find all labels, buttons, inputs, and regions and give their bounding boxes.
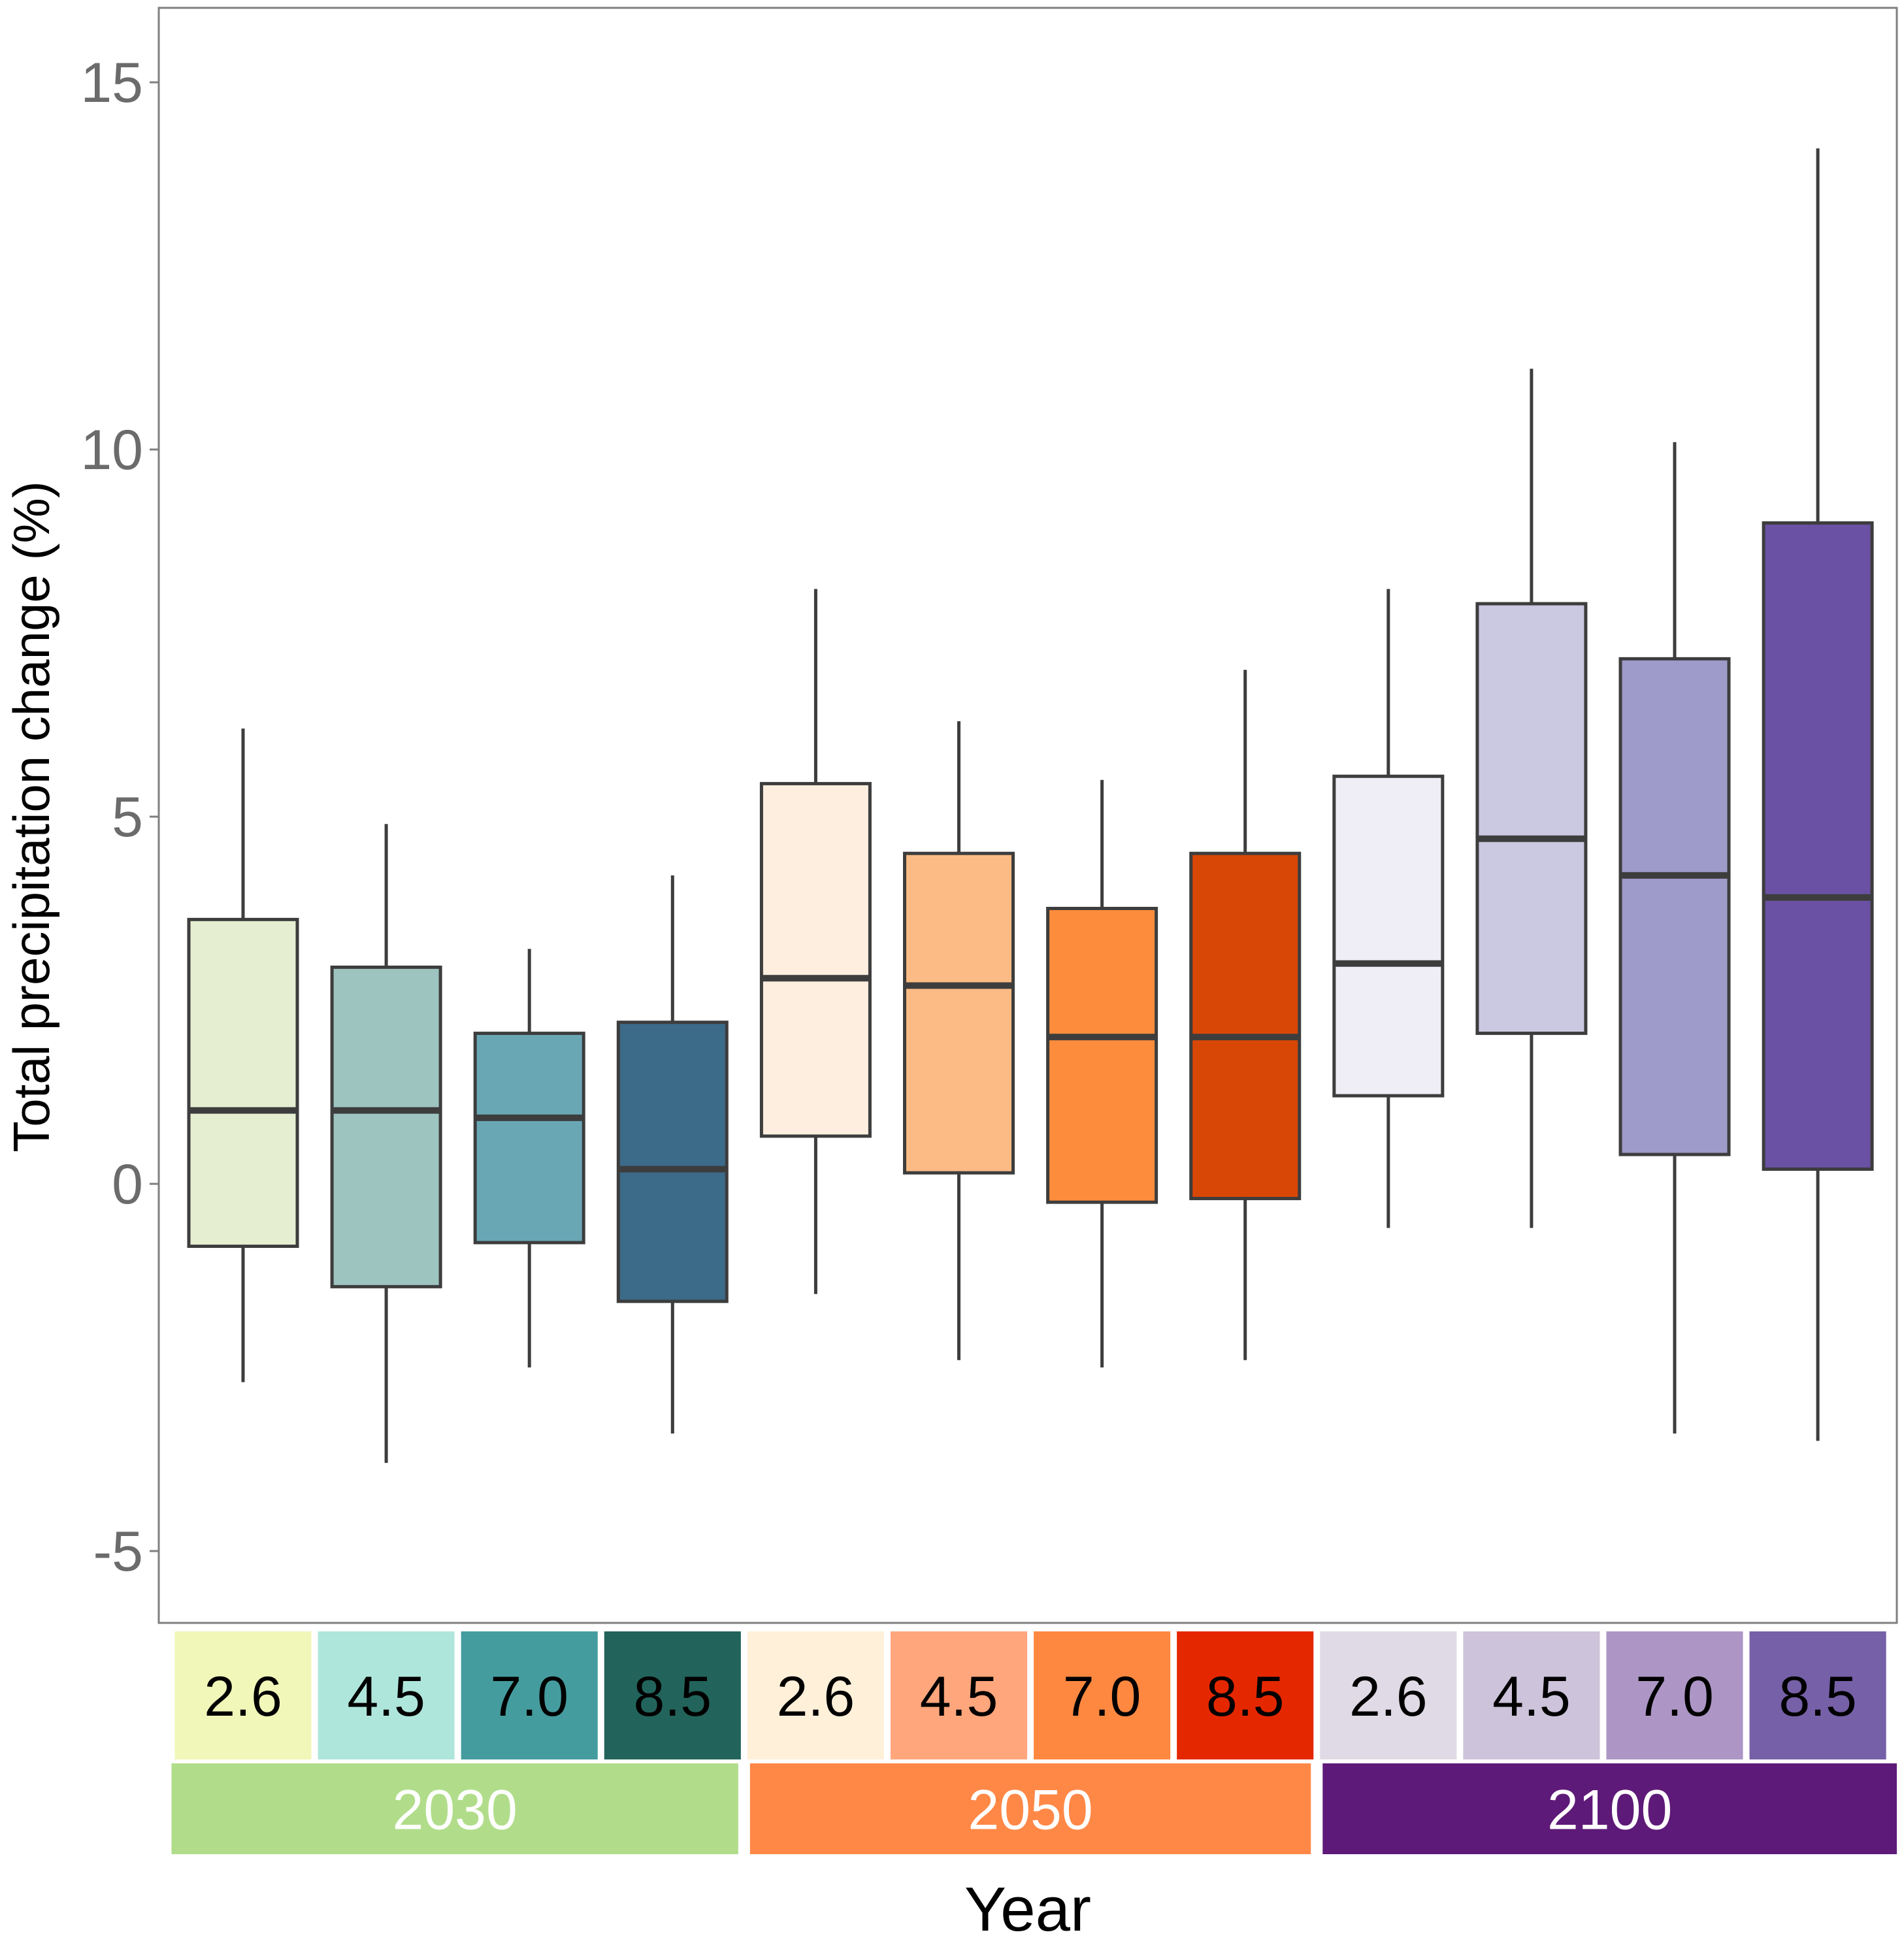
scenario-strip-bg — [318, 1631, 455, 1759]
scenario-strip-bg — [1034, 1631, 1171, 1759]
box-2050-4.5 — [903, 721, 1015, 1360]
scenario-strip-bg — [604, 1631, 741, 1759]
year-strip-bg — [749, 1763, 1311, 1854]
scenario-label: 7.0 — [1635, 1665, 1714, 1728]
scenario-label: 2.6 — [777, 1665, 855, 1728]
scenario-strip-bg — [890, 1631, 1028, 1759]
box-2100-7.0 — [1618, 442, 1731, 1434]
scenario-strip-2100-7.0: 7.0 — [1606, 1631, 1743, 1759]
year-label: 2030 — [392, 1779, 517, 1842]
box-iqr — [1475, 602, 1588, 1036]
scenario-strip-2030-2.6: 2.6 — [174, 1631, 312, 1759]
year-strip-bg — [1322, 1763, 1897, 1854]
scenario-label: 7.0 — [490, 1665, 568, 1728]
box-iqr — [1189, 851, 1302, 1200]
box-iqr — [903, 851, 1015, 1175]
box-2050-8.5 — [1189, 670, 1302, 1360]
scenario-label: 8.5 — [1206, 1665, 1285, 1728]
scenario-label: 8.5 — [634, 1665, 712, 1728]
scenario-strip-2100-8.5: 8.5 — [1749, 1631, 1886, 1759]
y-axis: -5 0 5 10 15 — [80, 52, 159, 1583]
scenario-label: 4.5 — [920, 1665, 998, 1728]
box-iqr — [187, 917, 299, 1249]
box-2030-8.5 — [616, 875, 729, 1434]
year-label: 2100 — [1547, 1779, 1672, 1842]
scenario-strip-bg — [747, 1631, 884, 1759]
box-2100-2.6 — [1332, 589, 1445, 1228]
plot-panel — [157, 7, 1898, 1624]
scenario-strip-2030-8.5: 8.5 — [604, 1631, 741, 1759]
scenario-strip-2050-8.5: 8.5 — [1177, 1631, 1314, 1759]
year-strip-bg — [171, 1763, 738, 1854]
scenario-strip-2050-2.6: 2.6 — [747, 1631, 884, 1759]
y-tick-label: 5 — [112, 786, 143, 849]
scenario-label: 4.5 — [347, 1665, 425, 1728]
y-tick-label: 10 — [80, 419, 143, 482]
facet-strips: 2.6 4.5 7.0 8.5 2.6 4.5 7.0 8.5 2.6 4.5 7.0 8.5 2030… — [171, 1631, 1897, 1854]
box-2050-2.6 — [759, 589, 872, 1294]
year-strip-2030: 2030 — [171, 1763, 738, 1854]
y-tick-label: -5 — [93, 1520, 143, 1583]
scenario-strip-2030-7.0: 7.0 — [461, 1631, 598, 1759]
scenario-label: 7.0 — [1063, 1665, 1141, 1728]
scenario-strip-bg — [1606, 1631, 1743, 1759]
box-iqr — [616, 1021, 729, 1303]
x-axis-title: Year — [964, 1874, 1091, 1944]
year-strip-2050: 2050 — [749, 1763, 1311, 1854]
scenario-label: 2.6 — [1349, 1665, 1428, 1728]
box-iqr — [1618, 657, 1731, 1156]
y-tick-label: 15 — [80, 52, 143, 114]
boxes — [187, 148, 1874, 1463]
scenario-strip-2050-7.0: 7.0 — [1034, 1631, 1171, 1759]
scenario-strip-bg — [174, 1631, 312, 1759]
box-2050-7.0 — [1046, 779, 1158, 1367]
scenario-strip-bg — [1463, 1631, 1600, 1759]
box-iqr — [473, 1032, 585, 1245]
scenario-label: 4.5 — [1492, 1665, 1571, 1728]
box-2030-4.5 — [330, 824, 442, 1463]
box-2100-8.5 — [1762, 148, 1874, 1441]
box-iqr — [759, 781, 872, 1138]
scenario-strip-2030-4.5: 4.5 — [318, 1631, 455, 1759]
scenario-label: 2.6 — [204, 1665, 282, 1728]
scenario-strip-2100-2.6: 2.6 — [1320, 1631, 1457, 1759]
scenario-strip-2050-4.5: 4.5 — [890, 1631, 1028, 1759]
box-iqr — [1046, 907, 1158, 1204]
scenario-label: 8.5 — [1779, 1665, 1857, 1728]
box-iqr — [1332, 774, 1445, 1098]
scenario-strip-bg — [1749, 1631, 1886, 1759]
box-2100-4.5 — [1475, 368, 1588, 1228]
scenario-strip-bg — [461, 1631, 598, 1759]
box-2030-2.6 — [187, 728, 299, 1382]
box-iqr — [1762, 521, 1874, 1171]
scenario-strip-2100-4.5: 4.5 — [1463, 1631, 1600, 1759]
y-tick-label: 0 — [112, 1153, 143, 1216]
year-strip-2100: 2100 — [1322, 1763, 1897, 1854]
y-axis-title: Total precipitation change (%) — [3, 481, 60, 1152]
box-iqr — [330, 965, 442, 1288]
scenario-strip-bg — [1177, 1631, 1314, 1759]
box-2030-7.0 — [473, 949, 585, 1367]
year-label: 2050 — [968, 1779, 1092, 1842]
scenario-strip-bg — [1320, 1631, 1457, 1759]
